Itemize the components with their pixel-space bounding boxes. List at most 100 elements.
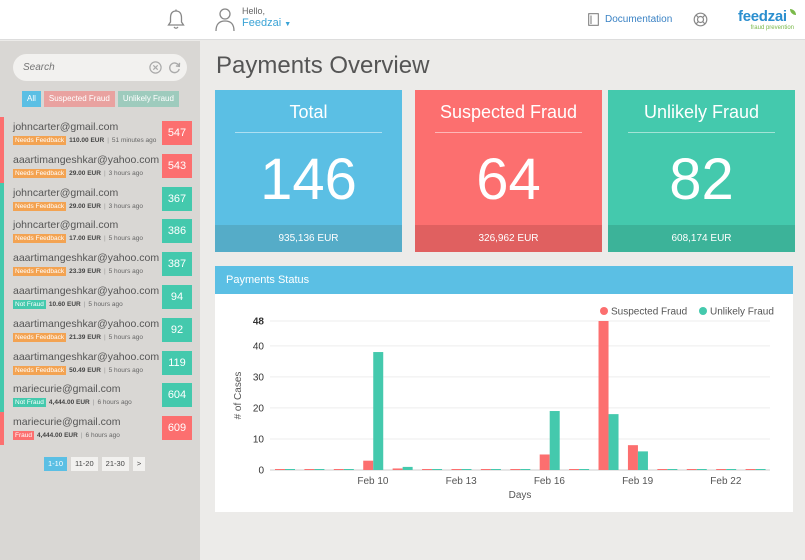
list-item[interactable]: aaartimangeshkar@yahoo.com Needs Feedbac… [0,346,200,380]
risk-score: 609 [162,416,192,441]
bar-suspected-fraud [716,469,727,470]
caret-down-icon: ▼ [284,21,292,28]
list-item[interactable]: aaartimangeshkar@yahoo.com Needs Feedbac… [0,149,200,183]
item-amount: 10.60 EUR [48,300,81,308]
feedzai-logo[interactable]: feedzai fraud prevention [738,9,798,32]
bar-unlikely-fraud [549,411,560,470]
page-title: Payments Overview [216,52,430,79]
item-email: aaartimangeshkar@yahoo.com [13,317,160,330]
bar-unlikely-fraud [637,451,648,470]
page-21-30[interactable]: 21-30 [101,457,129,471]
item-amount: 29.00 EUR [69,169,101,177]
item-meta: Not Fraud 4,444.00 EUR | 6 hours ago [13,398,132,408]
sidebar: All Suspected Fraud Unlikely Fraud johnc… [0,41,200,560]
item-email: johncarter@gmail.com [13,219,119,232]
documentation-link[interactable]: Documentation [588,13,672,26]
meta-separator: | [103,366,106,374]
meta-separator: | [80,432,83,440]
list-item[interactable]: johncarter@gmail.com Needs Feedback 29.00… [0,182,200,216]
list-item[interactable]: aaartimangeshkar@yahoo.com Needs Feedbac… [0,313,200,347]
bar-suspected-fraud [275,469,285,470]
suspected-fraud-card[interactable]: Suspected Fraud 64 326,962 EUR [415,90,602,252]
list-item[interactable]: johncarter@gmail.com Needs Feedback 110.0… [0,117,200,150]
filter-tabs: All Suspected Fraud Unlikely Fraud [22,91,179,107]
card-divider [628,132,775,133]
bell-icon[interactable] [164,8,188,32]
item-meta: Needs Feedback 17.00 EUR | 5 hours ago [13,234,143,244]
item-email: aaartimangeshkar@yahoo.com [13,153,160,166]
list-item[interactable]: aaartimangeshkar@yahoo.com Needs Feedbac… [0,248,200,281]
clear-search-icon[interactable] [149,61,162,74]
bar-unlikely-fraud [432,469,443,470]
item-meta: Needs Feedback 50.49 EUR | 5 hours ago [13,365,143,375]
bar-suspected-fraud [333,469,344,470]
transaction-list: johncarter@gmail.com Needs Feedback 110.0… [0,117,200,445]
page-11-20[interactable]: 11-20 [71,457,98,471]
item-email: aaartimangeshkar@yahoo.com [13,284,160,297]
x-tick-label: Feb 16 [534,476,566,487]
documentation-label: Documentation [605,14,673,25]
bar-suspected-fraud [480,469,491,470]
item-time: 5 hours ago [108,366,143,374]
page-1-10[interactable]: 1-10 [44,457,68,471]
y-tick-label: 48 [253,317,265,328]
item-meta: Needs Feedback 29.00 EUR | 3 hours ago [13,201,143,211]
item-amount: 29.00 EUR [69,202,101,210]
item-email: mariecurie@gmail.com [13,383,121,396]
bar-unlikely-fraud [520,469,531,470]
risk-score: 367 [162,186,192,211]
meta-separator: | [103,268,106,276]
y-axis-label: # of Cases [233,372,244,420]
item-time: 6 hours ago [97,399,132,407]
bar-unlikely-fraud [285,469,295,470]
item-amount: 50.49 EUR [69,366,101,374]
item-amount: 23.39 EUR [69,268,101,276]
bar-suspected-fraud [392,468,403,470]
status-badge: Needs Feedback [13,365,67,375]
next-page-button[interactable]: > [132,457,146,471]
list-item[interactable]: mariecurie@gmail.com Fraud 4,444.00 EUR | 6… [0,412,200,445]
item-amount: 4,444.00 EUR [48,399,90,407]
filter-all[interactable]: All [22,91,41,107]
bar-unlikely-fraud [608,414,619,470]
search-input[interactable] [23,60,143,75]
total-card[interactable]: Total 146 935,136 EUR [215,90,402,252]
bar-suspected-fraud [686,469,697,470]
user-menu[interactable]: Hello, Feedzai ▼ [214,6,291,32]
meta-separator: | [103,202,106,210]
payments-status-panel: Payments Status 0 10 20 30 40 48 Feb 10 Feb 13 F… [215,266,793,512]
payments-status-chart: 0 10 20 30 40 48 Feb 10 Feb 13 Feb 16 Feb 19 Feb 2… [233,307,774,502]
list-item[interactable]: mariecurie@gmail.com Not Fraud 4,444.00 E… [0,379,200,413]
item-amount: 110.00 EUR [69,137,105,144]
panel-title: Payments Status [215,266,793,294]
item-meta: Fraud 4,444.00 EUR | 6 hours ago [13,431,120,441]
card-amount: 326,962 EUR [415,225,602,252]
status-badge: Needs Feedback [13,168,67,178]
status-badge: Fraud [13,431,34,441]
bar-unlikely-fraud [579,469,590,470]
list-item[interactable]: aaartimangeshkar@yahoo.com Not Fraud 10.6… [0,280,200,314]
unlikely-fraud-card[interactable]: Unlikely Fraud 82 608,174 EUR [608,90,795,252]
search-box [13,54,187,81]
bar-suspected-fraud [304,469,315,470]
refresh-icon[interactable] [168,61,181,74]
x-axis-label: Days [509,490,532,501]
card-amount: 935,136 EUR [215,225,402,252]
card-label: Total [289,102,328,122]
status-badge: Not Fraud [13,398,46,408]
legend-label: Unlikely Fraud [710,307,774,318]
user-name[interactable]: Feedzai ▼ [242,17,292,29]
risk-score: 119 [162,350,192,375]
filter-unlikely-fraud[interactable]: Unlikely Fraud [117,91,179,107]
pagination: 1-10 11-20 21-30 > [44,457,146,471]
item-meta: Needs Feedback 110.00 EUR | 51 minutes ago [13,136,156,145]
filter-suspected-fraud[interactable]: Suspected Fraud [43,91,115,107]
bar-suspected-fraud [627,445,638,470]
card-count: 82 [669,147,734,212]
bar-suspected-fraud [510,469,521,470]
list-item[interactable]: johncarter@gmail.com Needs Feedback 17.00… [0,215,200,249]
bar-suspected-fraud [363,460,374,470]
lifebuoy-icon[interactable] [693,12,708,27]
y-tick-label: 20 [253,403,265,414]
risk-score: 94 [162,284,192,309]
